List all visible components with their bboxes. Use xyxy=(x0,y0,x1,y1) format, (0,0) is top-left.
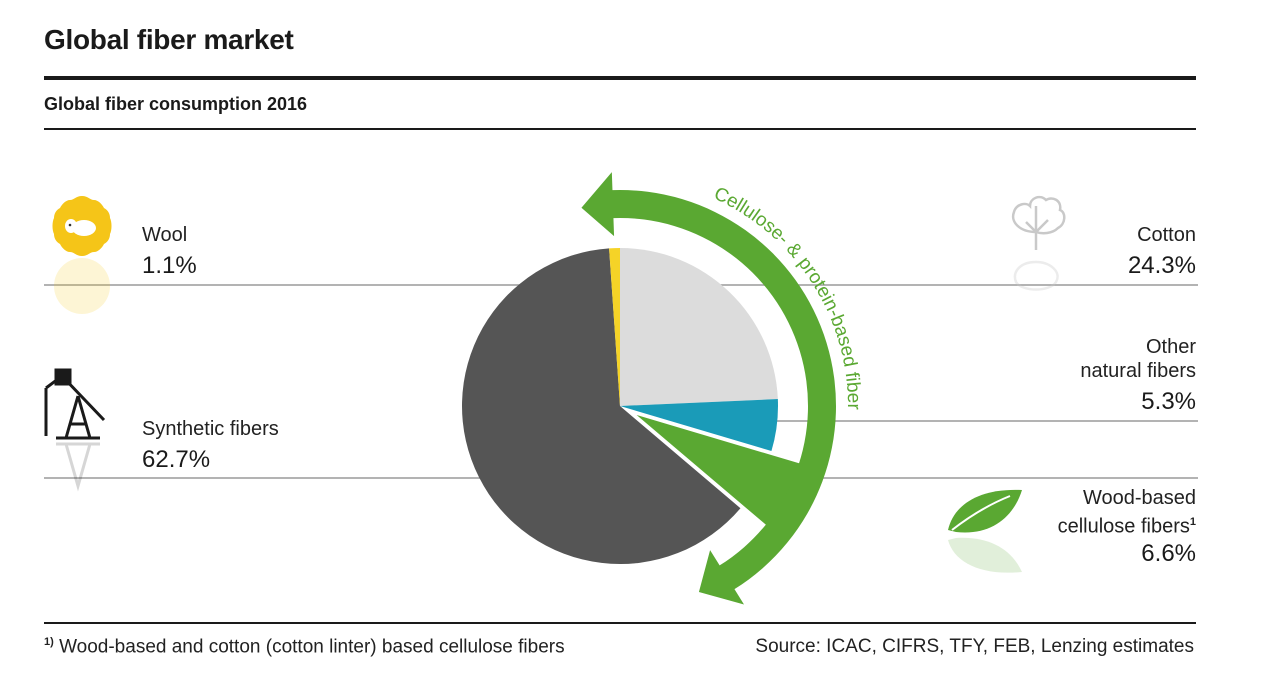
label-wood-line2: cellulose fibers xyxy=(1057,515,1190,538)
label-wood-based: Wood-based cellulose fibers1 xyxy=(976,486,1196,539)
value-synthetic: 62.7% xyxy=(142,446,211,473)
page-title: Global fiber market xyxy=(44,24,294,55)
footer-divider xyxy=(44,622,1196,624)
leaf-icon xyxy=(948,489,1022,573)
label-wood-line2-wrap: cellulose fibers1 xyxy=(976,510,1196,539)
footnote-mark: 1) xyxy=(44,636,54,648)
sheep-icon xyxy=(52,196,112,314)
source-note: Source: ICAC, CIFRS, TFY, FEB, Lenzing e… xyxy=(755,636,1194,657)
label-other-natural: Other natural fibers xyxy=(996,335,1196,383)
cotton-plant-icon xyxy=(1011,195,1066,291)
pie-slice-cotton xyxy=(620,248,778,406)
oil-pump-icon xyxy=(44,368,106,492)
pie-slice-other xyxy=(620,399,778,452)
pie-slices xyxy=(462,248,803,564)
label-wood-line1: Wood-based xyxy=(1082,487,1196,509)
pie-slice-wool xyxy=(609,248,620,406)
label-other-line1: Other xyxy=(1145,336,1196,358)
label-wood-footnote: 1 xyxy=(1189,516,1196,528)
cellulose-arrow xyxy=(581,172,837,605)
chart-subtitle: Global fiber consumption 2016 xyxy=(44,94,308,114)
pie-slice-synthetic xyxy=(462,248,741,564)
footnote: 1) Wood-based and cotton (cotton linter)… xyxy=(44,636,565,658)
value-cotton: 24.3% xyxy=(1127,252,1196,279)
subtitle-divider xyxy=(44,128,1196,130)
title-divider xyxy=(44,76,1196,80)
value-wood-based: 6.6% xyxy=(1141,540,1196,567)
label-wool: Wool xyxy=(142,224,188,246)
label-synthetic: Synthetic fibers xyxy=(142,418,279,440)
value-wool: 1.1% xyxy=(142,252,197,279)
label-other-line2: natural fibers xyxy=(1080,360,1196,382)
label-cotton: Cotton xyxy=(1137,224,1196,246)
footnote-text: Wood-based and cotton (cotton linter) ba… xyxy=(59,636,565,658)
value-other-natural: 5.3% xyxy=(1141,388,1196,415)
